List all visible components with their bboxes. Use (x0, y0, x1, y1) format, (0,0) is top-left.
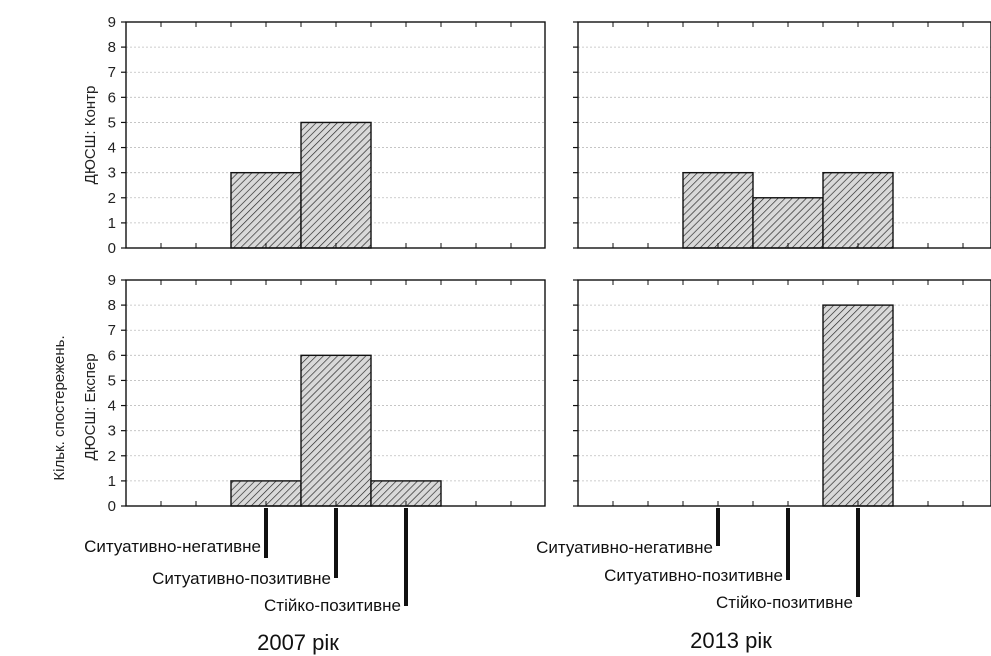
panel-r0-c0: 0 1 2 3 4 5 6 7 8 9 (108, 14, 546, 257)
y-tick-label: 7 (108, 322, 116, 339)
y-tick-label: 6 (108, 347, 116, 364)
bar (300, 121, 372, 249)
panel-frame (577, 279, 991, 507)
y-tick-label: 2 (108, 190, 116, 207)
y-tick-label: 6 (108, 89, 116, 106)
row-labels: ДЮСШ: Контр ДЮСШ: Експер (82, 86, 99, 461)
row-label-experimental: ДЮСШ: Експер (82, 353, 99, 460)
bar (300, 354, 372, 507)
y-tick-label: 4 (108, 140, 116, 157)
panel-r0-c1 (573, 21, 991, 249)
y-tick-label: 3 (108, 165, 116, 182)
category-labels-group: Ситуативно-негативне Ситуативно-позитивне… (84, 508, 860, 615)
bar (822, 171, 894, 249)
y-tick-label: 8 (108, 39, 116, 56)
bar (230, 171, 302, 249)
y-tick-label: 5 (108, 114, 116, 131)
y-tick-label: 5 (108, 372, 116, 389)
year-label-2007: 2007 рік (257, 630, 339, 655)
row-label-control: ДЮСШ: Контр (82, 86, 99, 185)
year-labels: 2007 рік 2013 рік (257, 628, 772, 655)
y-tick-label: 9 (108, 272, 116, 289)
outer-y-axis-label-group: Кільк. спостережень. (51, 335, 68, 480)
panel-frame (577, 21, 991, 249)
category-label: Стійко-позитивне (264, 596, 401, 615)
panels-group: 0 1 2 3 4 5 6 7 8 9 0 1 2 3 4 5 6 7 8 9 (108, 14, 991, 515)
year-label-2013: 2013 рік (690, 628, 772, 653)
bar (752, 197, 824, 249)
category-label: Стійко-позитивне (716, 593, 853, 612)
y-tick-label: 3 (108, 423, 116, 440)
bar (682, 171, 754, 249)
y-tick-label: 2 (108, 448, 116, 465)
y-tick-label: 8 (108, 297, 116, 314)
y-tick-label: 7 (108, 64, 116, 81)
outer-y-axis-label: Кільк. спостережень. (51, 335, 68, 480)
category-label: Ситуативно-позитивне (604, 566, 783, 585)
category-label: Ситуативно-негативне (84, 537, 261, 556)
category-label: Ситуативно-позитивне (152, 569, 331, 588)
y-tick-label: 9 (108, 14, 116, 31)
y-tick-label: 4 (108, 398, 116, 415)
panel-r1-c1 (573, 279, 991, 507)
y-tick-label: 0 (108, 240, 116, 257)
category-label: Ситуативно-негативне (536, 538, 713, 557)
y-tick-label: 1 (108, 473, 116, 490)
panel-r1-c0: 0 1 2 3 4 5 6 7 8 9 (108, 272, 546, 515)
y-tick-label: 0 (108, 498, 116, 515)
y-tick-label: 1 (108, 215, 116, 232)
bar (822, 304, 894, 507)
